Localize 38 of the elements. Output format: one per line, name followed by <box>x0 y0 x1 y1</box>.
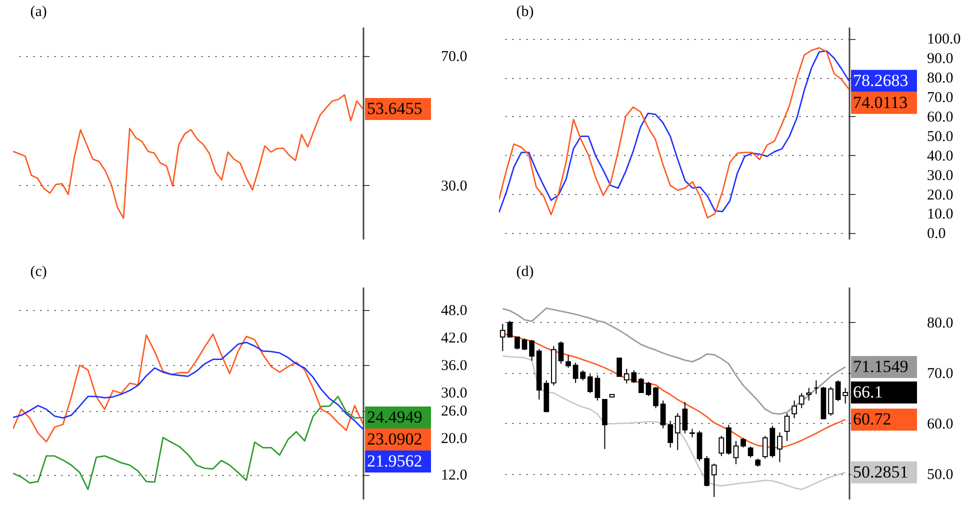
data-label: 78.2683 <box>853 70 908 90</box>
data-label: 74.0113 <box>853 92 908 112</box>
y-tick-label: 30.0 <box>441 385 468 402</box>
data-label: 24.4949 <box>367 408 422 427</box>
y-tick-label: 40.0 <box>927 148 954 164</box>
text: 66.1 <box>853 382 883 402</box>
y-tick-label: 0.0 <box>927 226 946 242</box>
y-tick-label: 30.0 <box>927 168 954 184</box>
y-tick-label: 80.0 <box>927 315 954 332</box>
y-tick-label: 100.0 <box>927 32 961 48</box>
chart-title: (c) <box>30 264 47 280</box>
y-tick-label: 12.0 <box>441 468 468 484</box>
y-tick-label: 20.0 <box>441 431 468 448</box>
y-tick-label: 70.0 <box>441 49 468 66</box>
y-tick-label: 26.0 <box>441 404 468 420</box>
y-tick-label: 20.0 <box>927 187 954 204</box>
chart-title: (d) <box>516 264 534 280</box>
y-tick-label: 36.0 <box>441 358 468 374</box>
y-tick-label: 50.0 <box>927 466 954 483</box>
data-label: 53.6455 <box>367 98 422 118</box>
y-tick-label: 90.0 <box>927 51 954 68</box>
y-tick-label: 30.0 <box>441 178 468 194</box>
data-label: 60.72 <box>853 410 892 429</box>
data-label: 50.2851 <box>853 462 908 482</box>
y-tick-label: 48.0 <box>441 302 468 319</box>
y-tick-label: 60.0 <box>927 109 954 126</box>
y-tick-label: 50.0 <box>927 128 954 145</box>
data-label: 23.0902 <box>367 430 422 449</box>
y-tick-label: 80.0 <box>927 70 954 87</box>
data-label: 21.9562 <box>367 452 422 471</box>
y-tick-label: 42.0 <box>441 330 468 346</box>
y-tick-label: 60.0 <box>927 416 954 432</box>
y-tick-label: 70.0 <box>927 90 954 106</box>
y-tick-label: 70.0 <box>927 366 954 382</box>
chart-title: (a) <box>30 4 47 20</box>
y-tick-label: 10.0 <box>927 206 954 223</box>
chart-title: (b) <box>516 4 534 20</box>
data-label: 71.1549 <box>853 356 908 376</box>
